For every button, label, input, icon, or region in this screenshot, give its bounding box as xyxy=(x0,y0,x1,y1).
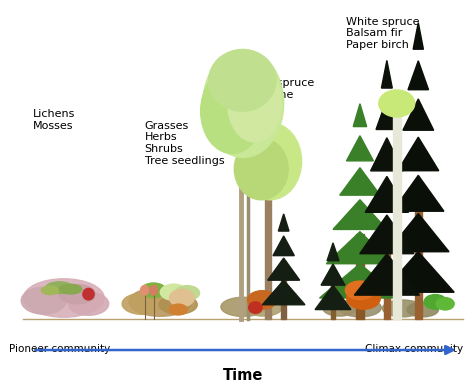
Polygon shape xyxy=(371,138,403,171)
Ellipse shape xyxy=(59,284,95,304)
Polygon shape xyxy=(263,280,305,305)
Ellipse shape xyxy=(249,302,262,314)
Polygon shape xyxy=(408,61,428,90)
Ellipse shape xyxy=(68,292,109,315)
Text: Aspen
Black spruce
Jack pine: Aspen Black spruce Jack pine xyxy=(243,67,315,100)
Ellipse shape xyxy=(170,289,194,307)
Ellipse shape xyxy=(129,288,191,316)
Polygon shape xyxy=(355,254,419,295)
Ellipse shape xyxy=(221,297,266,317)
Polygon shape xyxy=(315,285,351,310)
Ellipse shape xyxy=(379,90,415,117)
Ellipse shape xyxy=(23,279,104,317)
Polygon shape xyxy=(327,243,339,261)
Polygon shape xyxy=(403,99,434,130)
Ellipse shape xyxy=(41,286,59,294)
Ellipse shape xyxy=(407,302,438,317)
Bar xyxy=(281,262,286,319)
Polygon shape xyxy=(326,232,393,264)
Polygon shape xyxy=(360,215,414,254)
Ellipse shape xyxy=(21,287,66,314)
Polygon shape xyxy=(382,61,392,88)
Ellipse shape xyxy=(209,50,276,111)
Polygon shape xyxy=(413,23,423,49)
Bar xyxy=(331,281,335,319)
Polygon shape xyxy=(365,177,409,212)
Polygon shape xyxy=(273,236,294,256)
Text: Pioneer community: Pioneer community xyxy=(9,344,110,354)
Ellipse shape xyxy=(122,293,163,314)
Ellipse shape xyxy=(159,295,197,314)
Polygon shape xyxy=(278,214,289,231)
Ellipse shape xyxy=(383,300,423,317)
Text: Climax community: Climax community xyxy=(365,344,463,354)
Ellipse shape xyxy=(169,304,187,315)
Ellipse shape xyxy=(246,301,282,316)
Polygon shape xyxy=(392,175,444,211)
Ellipse shape xyxy=(346,281,374,300)
Bar xyxy=(265,173,271,319)
Ellipse shape xyxy=(141,283,166,298)
Ellipse shape xyxy=(436,298,454,310)
Ellipse shape xyxy=(83,288,94,300)
Ellipse shape xyxy=(239,123,301,200)
Polygon shape xyxy=(346,136,374,161)
Bar xyxy=(383,223,390,319)
Ellipse shape xyxy=(424,294,447,309)
Polygon shape xyxy=(353,104,367,126)
Polygon shape xyxy=(388,213,449,252)
Ellipse shape xyxy=(338,298,381,317)
Ellipse shape xyxy=(59,284,82,294)
Ellipse shape xyxy=(149,286,157,295)
Polygon shape xyxy=(376,99,398,130)
Ellipse shape xyxy=(175,286,200,300)
Ellipse shape xyxy=(160,284,187,300)
Polygon shape xyxy=(321,264,345,285)
Ellipse shape xyxy=(346,287,380,309)
Ellipse shape xyxy=(228,65,282,142)
Ellipse shape xyxy=(201,69,264,154)
Bar xyxy=(392,104,401,319)
Polygon shape xyxy=(268,258,300,280)
Polygon shape xyxy=(383,252,454,292)
Ellipse shape xyxy=(46,282,73,293)
Ellipse shape xyxy=(323,301,356,316)
Bar xyxy=(415,211,422,319)
Ellipse shape xyxy=(203,50,283,158)
Polygon shape xyxy=(398,137,439,171)
Bar xyxy=(356,234,364,319)
Text: Time: Time xyxy=(223,368,264,383)
Text: White spruce
Balsam fir
Paper birch: White spruce Balsam fir Paper birch xyxy=(346,17,420,50)
Polygon shape xyxy=(333,200,387,229)
Text: Grasses
Herbs
Shrubs
Tree seedlings: Grasses Herbs Shrubs Tree seedlings xyxy=(145,121,224,166)
Polygon shape xyxy=(319,264,401,298)
Polygon shape xyxy=(340,168,380,195)
Text: Lichens
Mosses: Lichens Mosses xyxy=(32,109,75,131)
Ellipse shape xyxy=(141,286,149,295)
Ellipse shape xyxy=(234,138,288,200)
Ellipse shape xyxy=(247,291,277,309)
